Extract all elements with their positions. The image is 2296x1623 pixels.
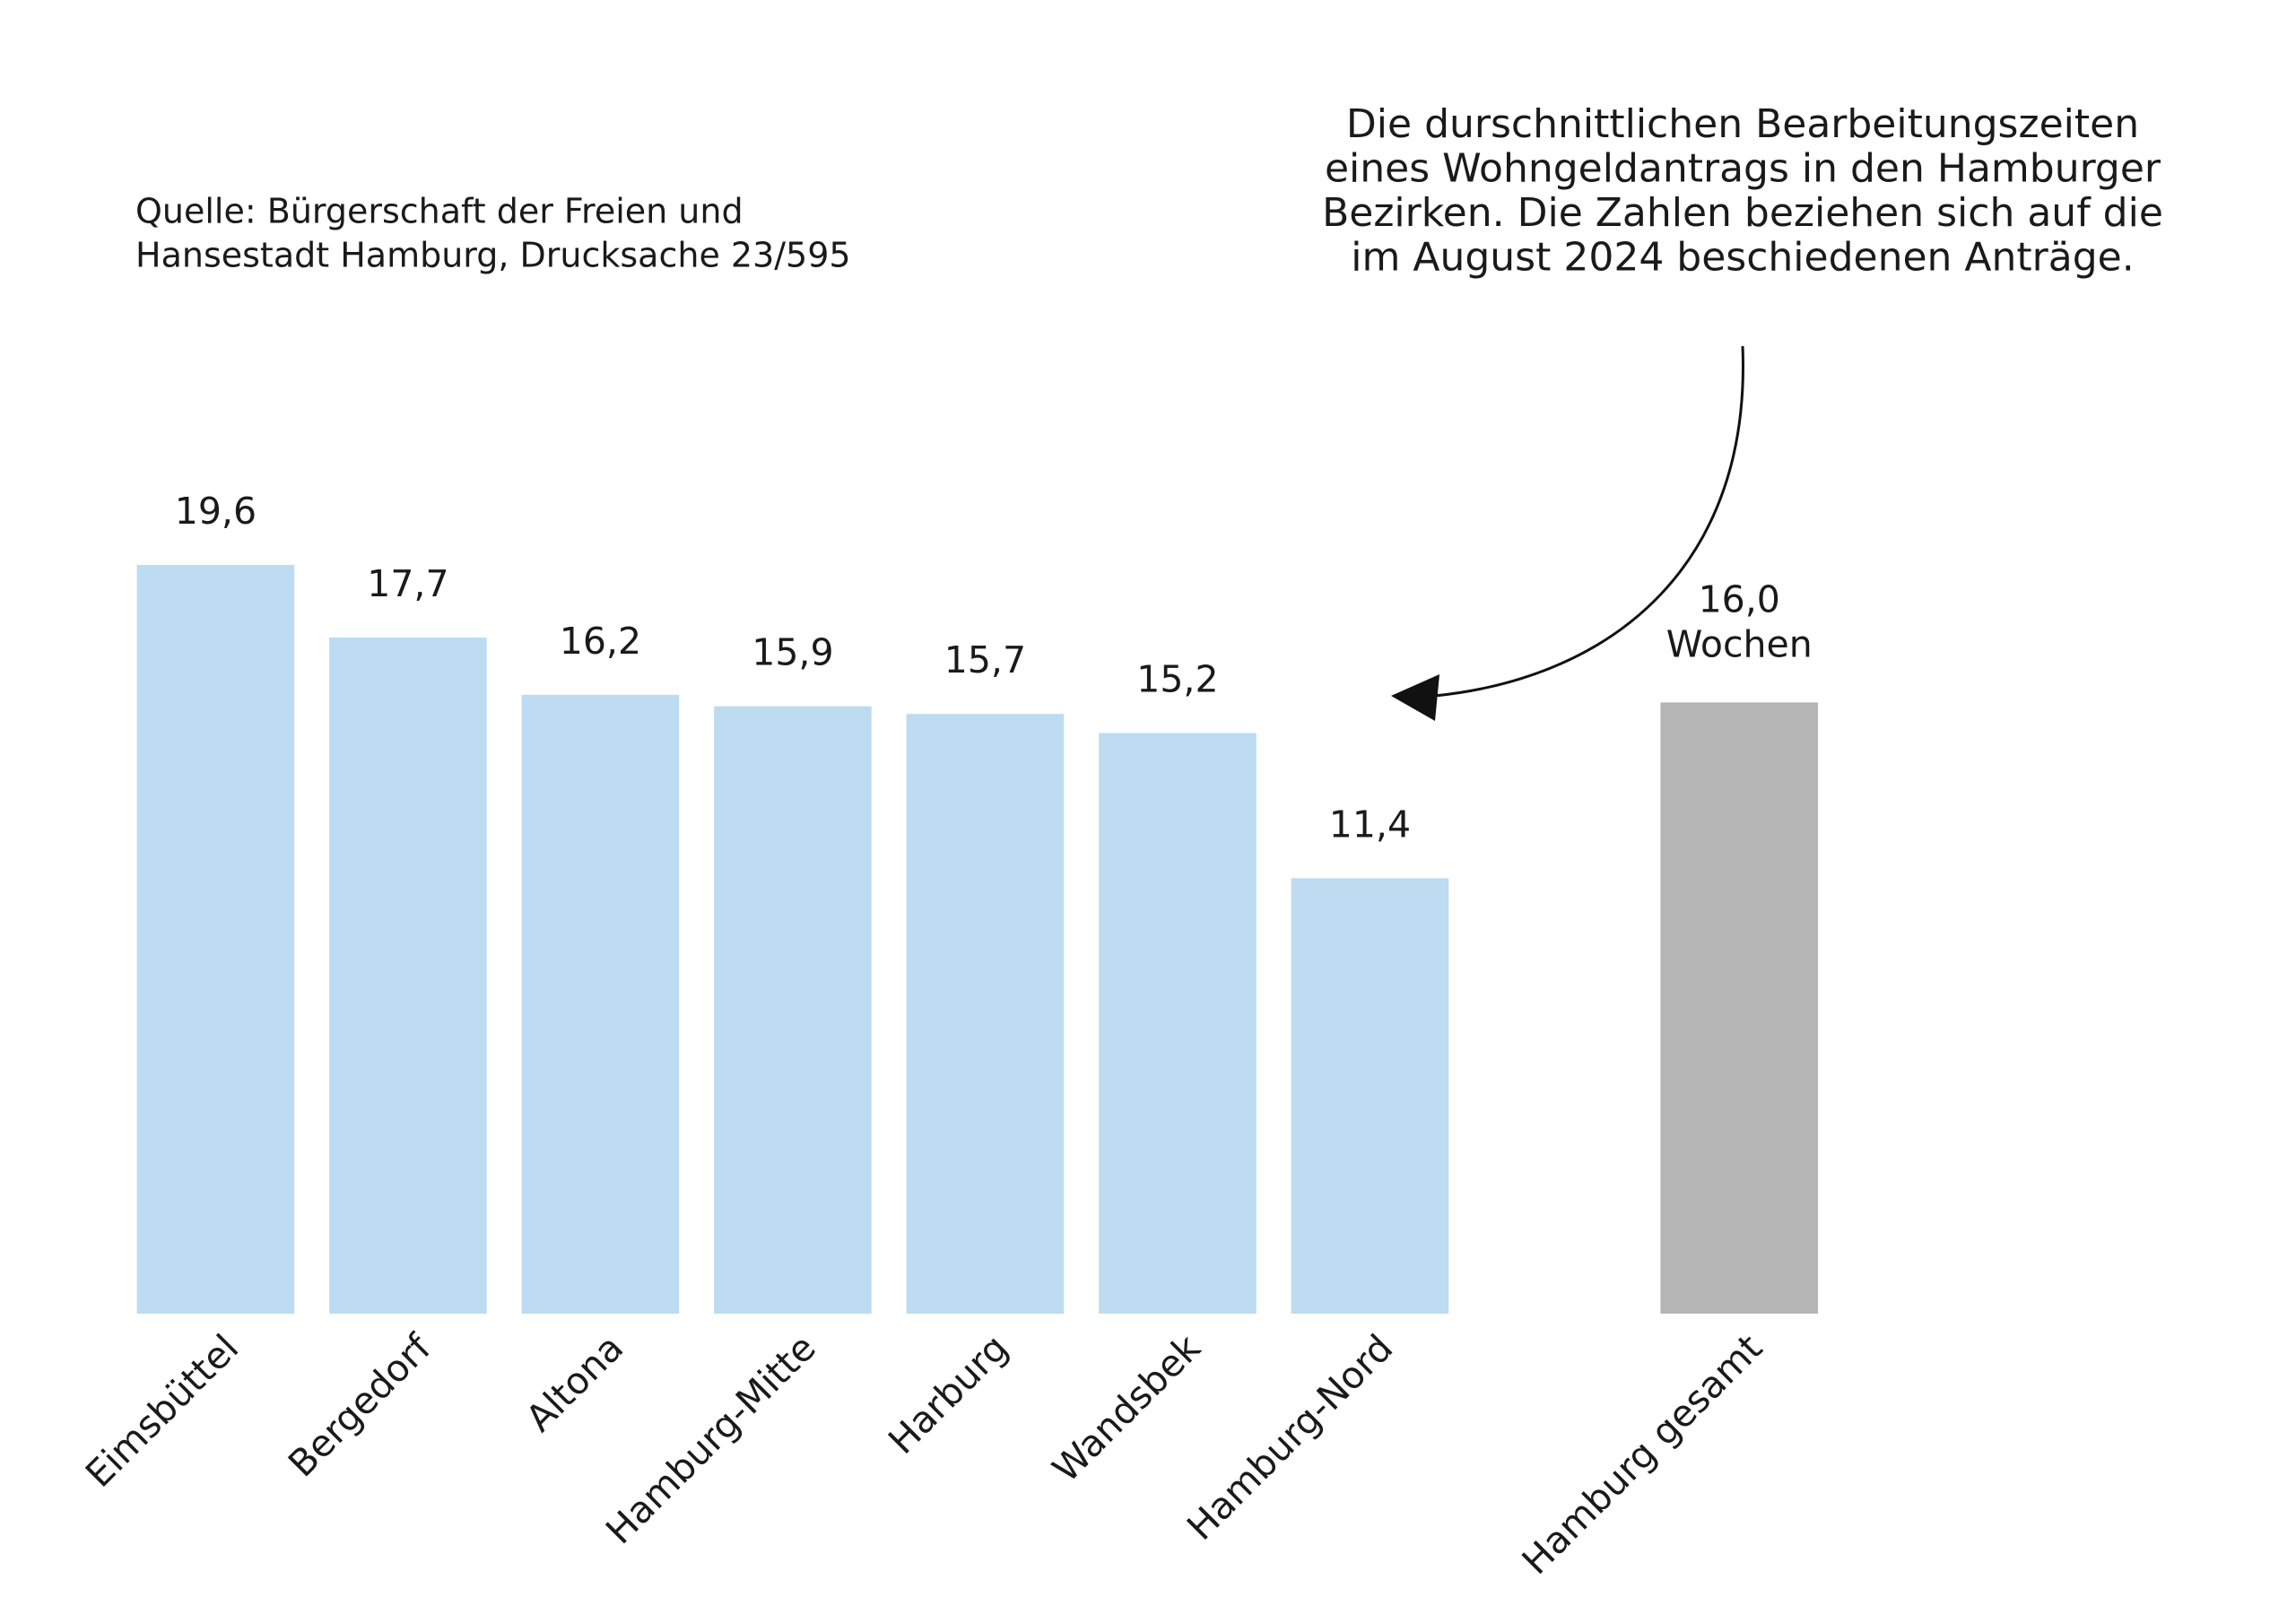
- value-label: 15,2: [1136, 657, 1218, 700]
- bar: [1660, 702, 1819, 1314]
- value-label: 17,7: [367, 562, 448, 605]
- value-label: 15,7: [944, 638, 1026, 681]
- bar: [1099, 733, 1257, 1314]
- annotation-line: Bezirken. Die Zahlen beziehen sich auf d…: [1322, 190, 2163, 236]
- value-label: 19,6: [175, 490, 257, 533]
- bar: [906, 714, 1065, 1314]
- bar: [521, 694, 680, 1314]
- value-label: 11,4: [1329, 803, 1411, 846]
- value-label: 16,0: [1699, 577, 1780, 621]
- bar: [136, 565, 295, 1314]
- bar: [1291, 878, 1449, 1314]
- annotation-line: Die durschnittlichen Bearbeitungszeiten: [1346, 101, 2139, 147]
- value-label: 15,9: [752, 631, 833, 674]
- source-line: Quelle: Bürgerschaft der Freien und: [135, 192, 744, 231]
- unit-label: Wochen: [1666, 622, 1813, 665]
- bar: [329, 637, 487, 1314]
- bar: [714, 706, 872, 1314]
- source-line: Hansestadt Hamburg, Drucksache 23/595: [135, 236, 851, 275]
- arrow-line: [1434, 345, 1744, 698]
- annotation-line: eines Wohngeldantrags in den Hamburger: [1325, 146, 2161, 192]
- arrow-head: [1391, 674, 1439, 721]
- annotation-line: im August 2024 beschiedenen Anträge.: [1351, 235, 2134, 281]
- value-label: 16,2: [560, 620, 641, 663]
